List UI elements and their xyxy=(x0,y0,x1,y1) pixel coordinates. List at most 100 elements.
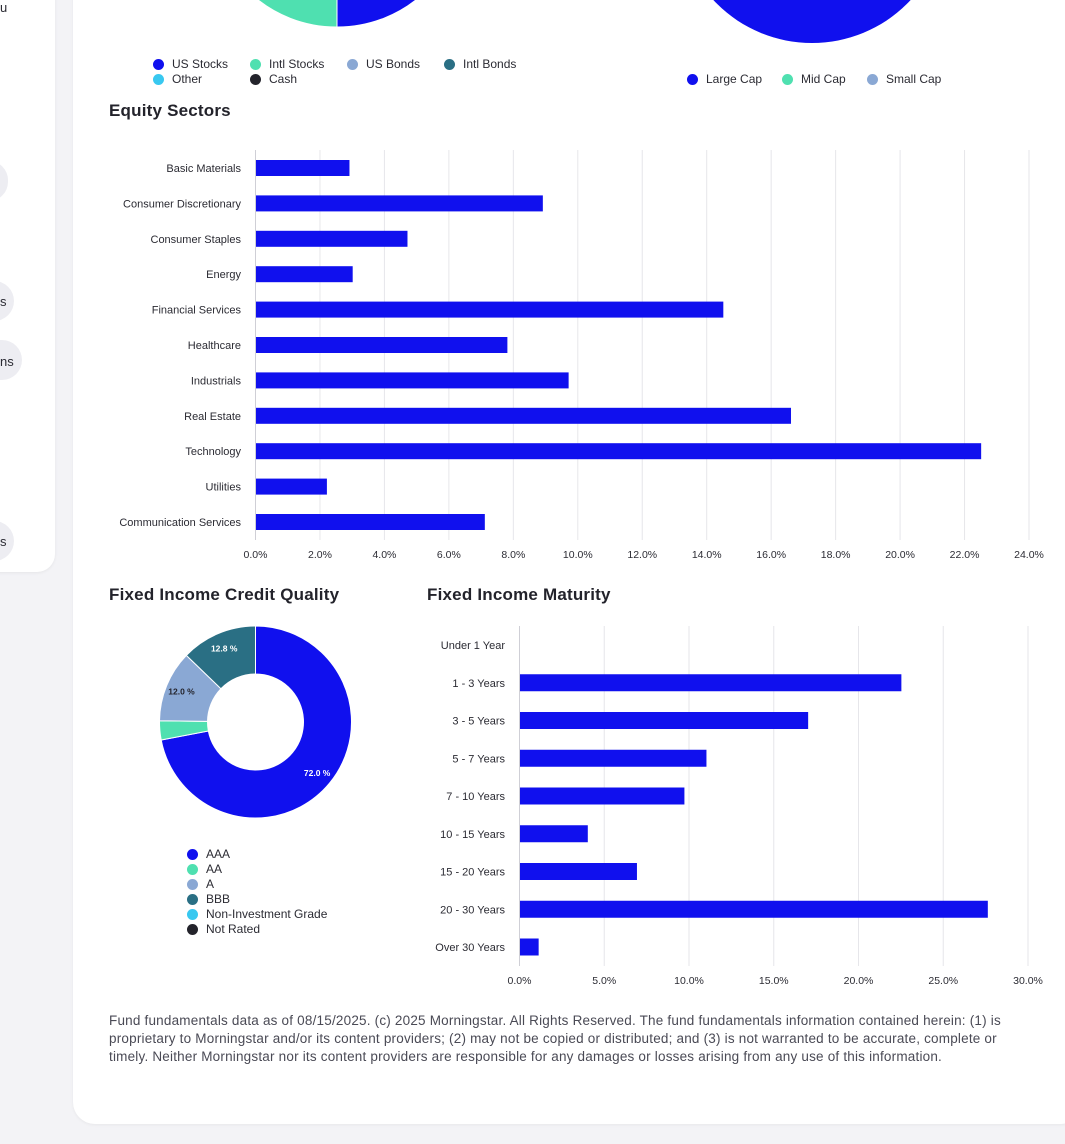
legend-item-bbb: BBB xyxy=(187,892,230,906)
legend-item-mid-cap: Mid Cap xyxy=(782,72,846,86)
legend-item-aaa: AAA xyxy=(187,847,230,861)
legend-dot-icon xyxy=(187,923,198,935)
legend-label: Other xyxy=(172,72,203,86)
sidebar-pill[interactable] xyxy=(0,281,14,321)
x-tick-label: 20.0% xyxy=(844,975,874,987)
x-tick-label: 10.0% xyxy=(563,549,593,561)
x-tick-label: 8.0% xyxy=(501,549,525,561)
legend-label: Intl Bonds xyxy=(463,57,517,71)
sidebar-pill[interactable] xyxy=(0,521,14,561)
category-label: Utilities xyxy=(206,482,242,494)
x-tick-label: 2.0% xyxy=(308,549,332,561)
x-tick-label: 20.0% xyxy=(885,549,915,561)
legend-item-non-investment-grade: Non-Investment Grade xyxy=(187,907,327,921)
donut-slice xyxy=(185,625,256,690)
legend-label: Mid Cap xyxy=(801,72,846,86)
legend-dot-icon xyxy=(250,58,261,70)
legend-dot-icon xyxy=(782,73,793,85)
legend-dot-icon xyxy=(250,73,261,85)
legend-item-small-cap: Small Cap xyxy=(867,72,941,86)
legend-label: A xyxy=(206,877,215,891)
bar xyxy=(520,863,637,880)
disclaimer-footnote: Fund fundamentals data as of 08/15/2025.… xyxy=(109,1013,1001,1064)
bar xyxy=(256,478,327,495)
bar xyxy=(520,787,685,805)
bar xyxy=(520,674,902,692)
x-tick-label: 10.0% xyxy=(674,975,704,987)
category-label: Industrials xyxy=(191,375,242,387)
category-label: 10 - 15 Years xyxy=(440,829,505,841)
legend-dot-icon xyxy=(153,73,164,85)
sidebar-fragment[interactable]: s xyxy=(0,294,7,309)
bar xyxy=(520,938,539,956)
legend-label: Cash xyxy=(269,72,298,86)
bar xyxy=(256,266,353,283)
legend-dot-icon xyxy=(187,908,198,920)
category-label: 7 - 10 Years xyxy=(446,791,505,803)
maturity-chart: 0.0% 5.0% 10.0% 15.0% 20.0% 25.0% 30.0% Under 1… xyxy=(435,626,1043,987)
x-tick-label: 16.0% xyxy=(756,549,786,561)
legend-label: Intl Stocks xyxy=(269,57,325,71)
bar xyxy=(256,160,350,176)
legend-item-intl-stocks: Intl Stocks xyxy=(250,57,324,71)
x-tick-label: 15.0% xyxy=(759,975,789,987)
bar xyxy=(256,372,569,389)
bar xyxy=(256,195,543,212)
bar xyxy=(520,749,707,767)
legend-dot-icon xyxy=(187,848,198,860)
donut-data-label: 12.8 % xyxy=(211,643,238,653)
legend-label: AAA xyxy=(206,847,231,861)
sidebar-pill[interactable] xyxy=(0,340,22,380)
legend-item-large-cap: Large Cap xyxy=(687,72,762,86)
sidebar-pill[interactable] xyxy=(0,161,8,201)
pie-slice-us-stocks xyxy=(336,0,417,28)
donut-data-label: 12.0 % xyxy=(168,687,195,697)
category-label: 15 - 20 Years xyxy=(440,867,505,879)
bar xyxy=(256,301,724,318)
x-tick-label: 24.0% xyxy=(1014,549,1044,561)
legend-dot-icon xyxy=(153,58,164,70)
legend-item-aa: AA xyxy=(187,862,222,876)
equity-sectors-title: Equity Sectors xyxy=(109,101,231,120)
x-tick-label: 5.0% xyxy=(592,975,616,987)
x-tick-label: 0.0% xyxy=(244,549,268,561)
equity-sectors-chart: 0.0% 2.0% 4.0% 6.0% 8.0% 10.0% 12.0% 14.0% 16.0%… xyxy=(119,150,1044,561)
pie-market-cap xyxy=(713,0,911,43)
legend-label: Not Rated xyxy=(206,922,261,936)
legend-dot-icon xyxy=(347,58,358,70)
legend-item-not-rated: Not Rated xyxy=(187,922,260,936)
legend-dot-icon xyxy=(444,58,455,70)
legend-item-us-bonds: US Bonds xyxy=(347,57,420,71)
legend-dot-icon xyxy=(187,863,198,875)
x-tick-label: 18.0% xyxy=(821,549,851,561)
legend-dot-icon xyxy=(187,878,198,890)
category-label: Consumer Staples xyxy=(151,234,242,246)
sidebar-panel: u s ns s xyxy=(0,0,55,572)
bar xyxy=(520,712,809,729)
sidebar-fragment[interactable]: ns xyxy=(0,354,14,369)
bar xyxy=(256,337,508,353)
donut-data-label: 72.0 % xyxy=(304,768,331,778)
category-label: 5 - 7 Years xyxy=(452,753,505,765)
sidebar-fragment[interactable]: s xyxy=(0,534,7,549)
legend-label: US Stocks xyxy=(172,57,229,71)
category-label: Consumer Discretionary xyxy=(123,198,241,210)
category-label: Under 1 Year xyxy=(441,640,506,652)
legend-label: BBB xyxy=(206,892,231,906)
legend-label: AA xyxy=(206,862,223,876)
category-label: 20 - 30 Years xyxy=(440,904,505,916)
x-tick-label: 4.0% xyxy=(372,549,396,561)
x-tick-label: 0.0% xyxy=(508,975,532,987)
bar xyxy=(256,443,982,460)
legend-label: Large Cap xyxy=(706,72,763,86)
maturity-title: Fixed Income Maturity xyxy=(427,585,611,604)
legend-label: Small Cap xyxy=(886,72,942,86)
category-label: Over 30 Years xyxy=(435,942,505,954)
donut-slice xyxy=(160,625,352,819)
x-tick-label: 14.0% xyxy=(692,549,722,561)
legend-item-intl-bonds: Intl Bonds xyxy=(444,57,516,71)
bar xyxy=(256,514,485,530)
category-label: 1 - 3 Years xyxy=(452,678,505,690)
legend-dot-icon xyxy=(687,73,698,85)
credit-quality-donut: 72.0 % 12.0 % 12.8 % xyxy=(159,625,352,819)
